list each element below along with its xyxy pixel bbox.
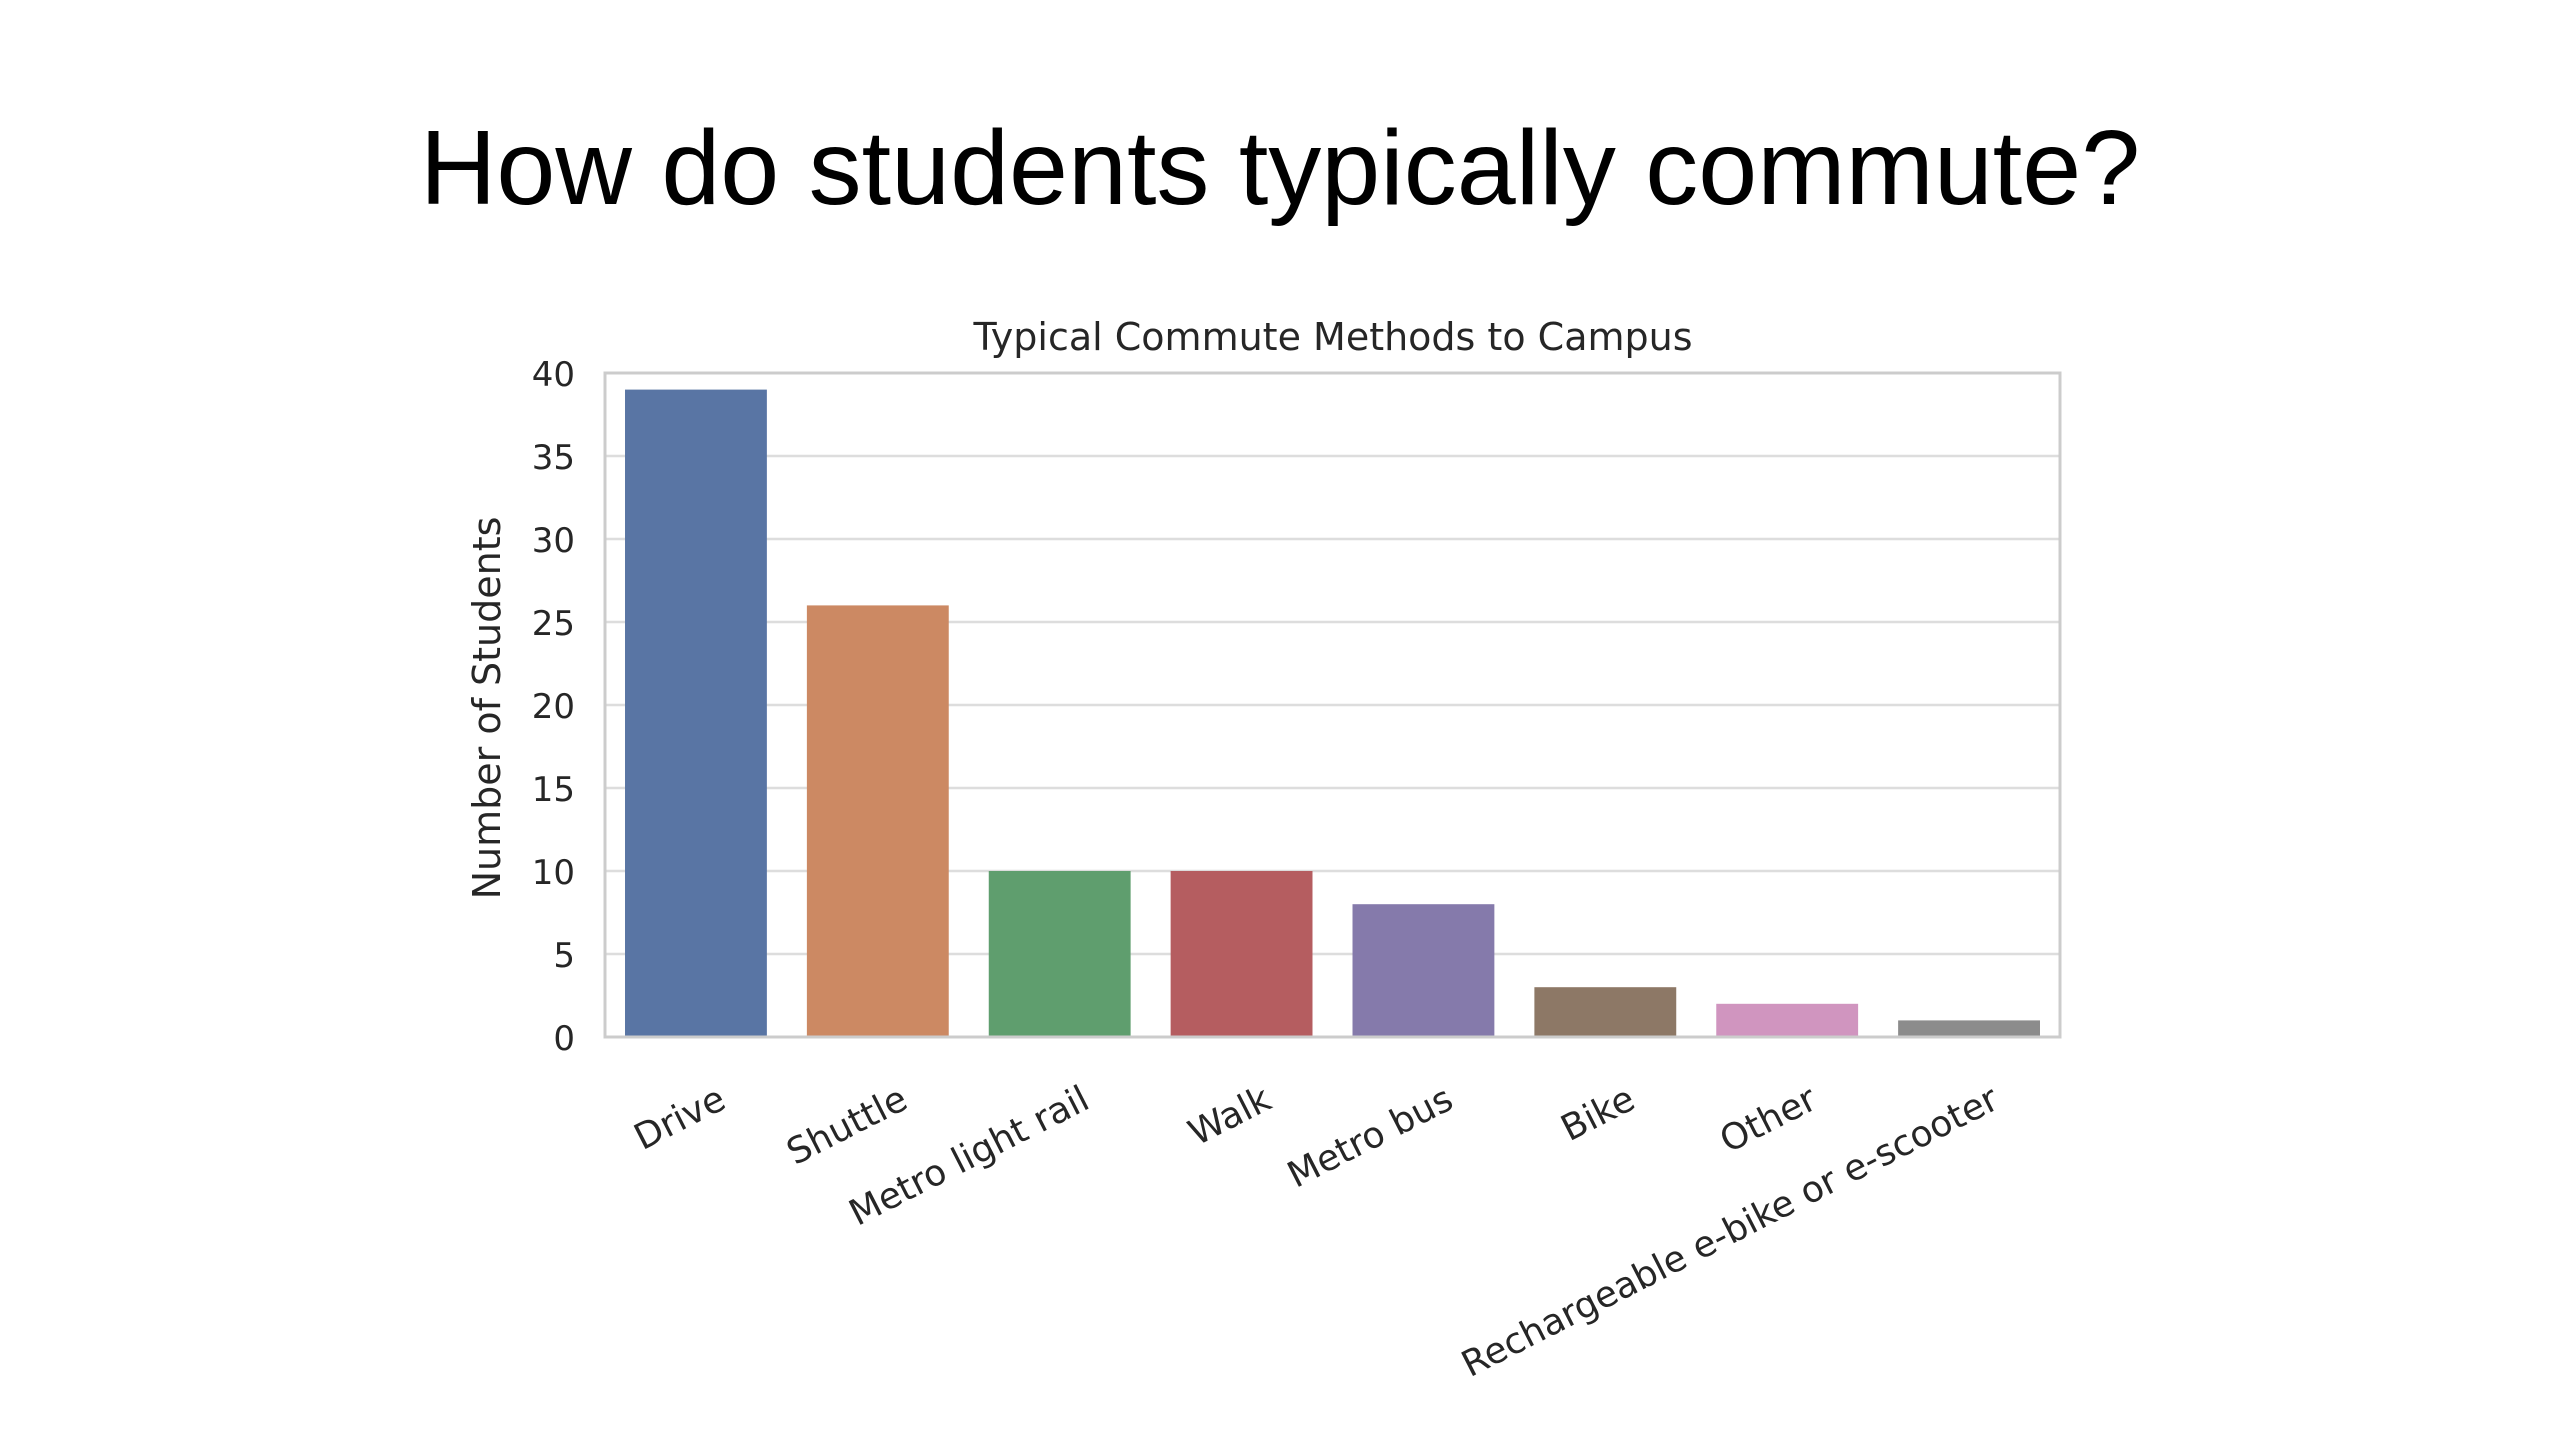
- y-tick-label: 20: [532, 687, 575, 727]
- x-tick-label: Drive: [628, 1078, 732, 1158]
- y-tick-label: 10: [532, 853, 575, 893]
- y-tick-label: 0: [553, 1019, 575, 1059]
- x-tick-label: Walk: [1182, 1078, 1278, 1154]
- x-tick-label: Other: [1714, 1078, 1824, 1161]
- plot-frame: [603, 371, 2062, 1039]
- x-tick-label: Bike: [1555, 1078, 1642, 1149]
- chart-title: Typical Commute Methods to Campus: [973, 315, 1693, 359]
- bar-bike: [1534, 987, 1677, 1037]
- bar-shuttle: [806, 605, 949, 1037]
- bar-rechargeable-e-bike-or-e-scooter: [1898, 1020, 2040, 1037]
- slide-title: How do students typically commute?: [419, 109, 2141, 227]
- bar-walk: [1170, 871, 1313, 1037]
- x-tick-label: Metro bus: [1281, 1078, 1459, 1196]
- bars: [625, 389, 2040, 1038]
- bar-drive: [625, 389, 767, 1038]
- y-tick-label: 35: [532, 438, 575, 478]
- bar-other: [1716, 1003, 1859, 1037]
- y-ticks: 0 5 10 15 20 25 30 35 40: [532, 355, 575, 1059]
- bar-metro-light-rail: [988, 871, 1131, 1037]
- y-tick-label: 15: [532, 770, 575, 810]
- x-tick-label: Shuttle: [780, 1078, 913, 1173]
- y-tick-label: 5: [553, 936, 575, 976]
- y-tick-label: 25: [532, 604, 575, 644]
- bar-metro-bus: [1352, 904, 1495, 1037]
- y-tick-label: 40: [532, 355, 575, 395]
- y-tick-label: 30: [532, 521, 575, 561]
- y-axis-label: Number of Students: [465, 517, 509, 900]
